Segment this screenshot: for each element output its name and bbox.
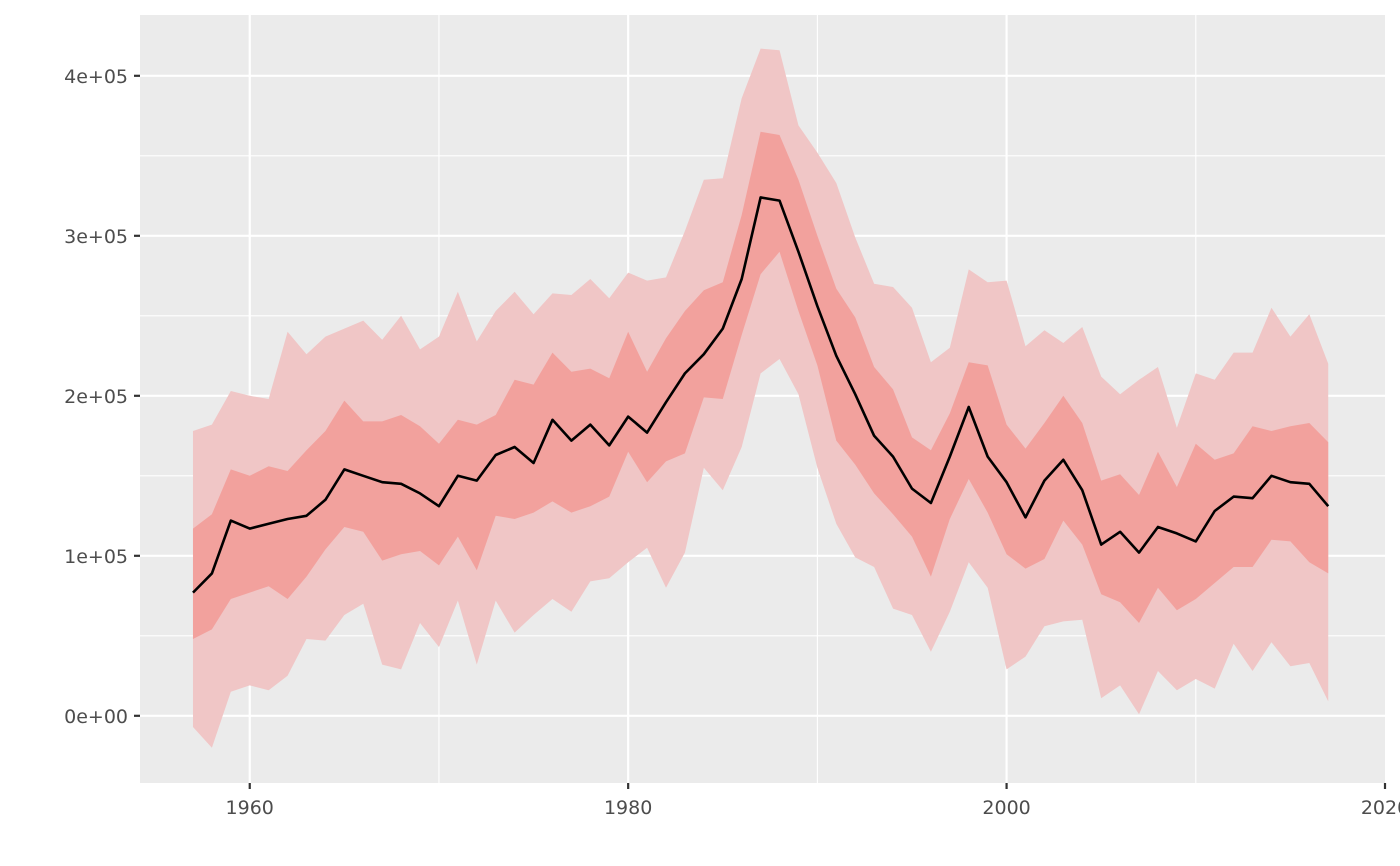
x-tick-label: 2000 (982, 797, 1030, 819)
outer-confidence-band (192, 48, 1329, 748)
x-tick-label: 1980 (604, 797, 652, 819)
x-tick-label: 1960 (226, 797, 274, 819)
y-tick-label: 0e+00 (64, 706, 128, 728)
y-axis: 0e+00 1e+05 2e+05 3e+05 4e+05 (64, 66, 140, 728)
x-tick-label: 2020 (1361, 797, 1400, 819)
y-tick-label: 2e+05 (64, 386, 128, 408)
y-tick-label: 1e+05 (64, 546, 128, 568)
y-tick-label: 4e+05 (64, 66, 128, 88)
x-axis: 1960 1980 2000 2020 (226, 783, 1400, 819)
y-tick-label: 3e+05 (64, 226, 128, 248)
mean-forecast-line (192, 196, 1330, 594)
inner-confidence-band (192, 131, 1329, 640)
